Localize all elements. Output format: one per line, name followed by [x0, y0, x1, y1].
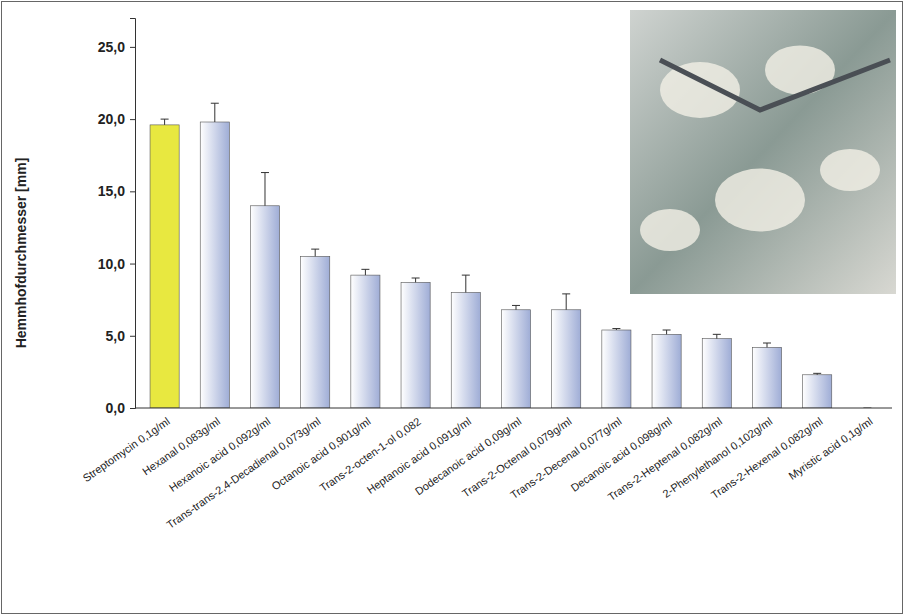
bar — [602, 330, 631, 408]
error-whisker — [415, 278, 416, 282]
error-whisker — [465, 275, 466, 292]
error-whisker — [666, 330, 667, 334]
x-tick: Hexanoic acid 0,092g/ml — [167, 408, 273, 494]
y-tick-label: 20,0 — [98, 111, 125, 127]
error-bar — [813, 373, 821, 374]
y-tick-label: 15,0 — [98, 183, 125, 199]
y-tick: 5,0 — [106, 328, 135, 344]
error-bar — [161, 119, 169, 125]
y-tick: 0,0 — [106, 400, 135, 416]
y-tick-mark — [130, 47, 135, 48]
error-cap — [311, 249, 319, 250]
bar — [150, 125, 179, 408]
error-cap — [261, 172, 269, 173]
x-axis-line — [135, 408, 892, 409]
y-tick: 20,0 — [98, 111, 135, 127]
error-cap — [663, 330, 671, 331]
error-cap — [813, 373, 821, 374]
error-whisker — [315, 249, 316, 256]
y-tick-label: 0,0 — [106, 400, 126, 416]
photo-blossom — [640, 209, 700, 251]
y-axis-title: Hemmhofdurchmesser [mm] — [13, 158, 29, 349]
error-bar — [361, 269, 369, 275]
error-cap — [562, 293, 570, 294]
bar — [652, 334, 681, 408]
error-bar — [412, 278, 420, 282]
error-bar — [763, 343, 771, 347]
y-tick-mark — [130, 264, 135, 265]
bar — [451, 292, 480, 408]
bar — [301, 256, 330, 408]
y-tick: 25,0 — [98, 39, 135, 55]
error-whisker — [767, 343, 768, 347]
x-tick: Myristic acid 0,1g/ml — [786, 408, 875, 482]
y-tick: 10,0 — [98, 256, 135, 272]
error-bar — [562, 294, 570, 310]
error-cap — [161, 119, 169, 120]
error-bar — [311, 249, 319, 256]
plot-area — [150, 103, 871, 408]
bar — [501, 310, 530, 408]
error-bar — [462, 275, 470, 292]
y-axis-line — [130, 19, 136, 409]
photo-background — [630, 10, 896, 294]
error-cap — [361, 269, 369, 270]
y-tick-mark — [130, 336, 135, 337]
error-whisker — [264, 173, 265, 206]
error-bar — [713, 334, 721, 338]
error-bar — [211, 103, 219, 122]
error-bar — [512, 305, 520, 309]
error-whisker — [716, 334, 717, 338]
y-tick-label: 5,0 — [106, 328, 126, 344]
x-tick: Trans-2-Decenal 0,077g/ml — [508, 408, 624, 501]
x-tick: Octanoic acid 0,901g/ml — [269, 408, 373, 492]
error-cap — [512, 305, 520, 306]
error-cap — [412, 278, 420, 279]
photo-blossom — [820, 149, 880, 191]
frame — [2, 2, 903, 614]
photo-blossom — [660, 62, 740, 118]
error-whisker — [566, 294, 567, 310]
error-cap — [713, 334, 721, 335]
x-tick-label: Myristic acid 0,1g/ml — [786, 415, 875, 482]
photo-blossom — [715, 169, 805, 232]
photo-inset — [630, 10, 896, 294]
error-cap — [612, 328, 620, 329]
x-tick: Decanoic acid 0,098g/ml — [568, 408, 674, 494]
y-tick-mark — [130, 191, 135, 192]
bar — [401, 282, 430, 408]
y-tick-mark — [130, 119, 135, 120]
chart: 0,0 5,0 10,0 15,0 20,0 25,0 Streptomycin 0,1g/… — [0, 0, 904, 615]
error-bar — [663, 330, 671, 334]
x-axis: Streptomycin 0,1g/mlHexanal 0,083g/mlHex… — [80, 408, 892, 531]
bar — [752, 347, 781, 408]
error-cap — [763, 343, 771, 344]
error-bar — [612, 329, 620, 330]
error-whisker — [214, 103, 215, 122]
error-whisker — [164, 119, 165, 125]
y-axis: 0,0 5,0 10,0 15,0 20,0 25,0 — [98, 19, 136, 416]
error-whisker — [516, 305, 517, 309]
error-bar — [261, 173, 269, 206]
bar — [803, 375, 832, 408]
bar — [250, 206, 279, 408]
y-tick-label: 25,0 — [98, 39, 125, 55]
bar — [200, 122, 229, 408]
bar — [702, 339, 731, 408]
bar — [552, 310, 581, 408]
y-tick: 15,0 — [98, 183, 135, 199]
bar — [351, 275, 380, 408]
error-whisker — [365, 269, 366, 275]
error-cap — [211, 103, 219, 104]
y-tick-mark — [130, 408, 135, 409]
x-tick-label: Streptomycin 0,1g/ml — [80, 415, 172, 484]
error-cap — [462, 275, 470, 276]
x-tick: Trans-2-Hexenal 0,082g/ml — [709, 408, 825, 501]
x-tick: Streptomycin 0,1g/ml — [80, 408, 172, 484]
photo-branch — [660, 60, 890, 110]
y-tick-label: 10,0 — [98, 256, 125, 272]
